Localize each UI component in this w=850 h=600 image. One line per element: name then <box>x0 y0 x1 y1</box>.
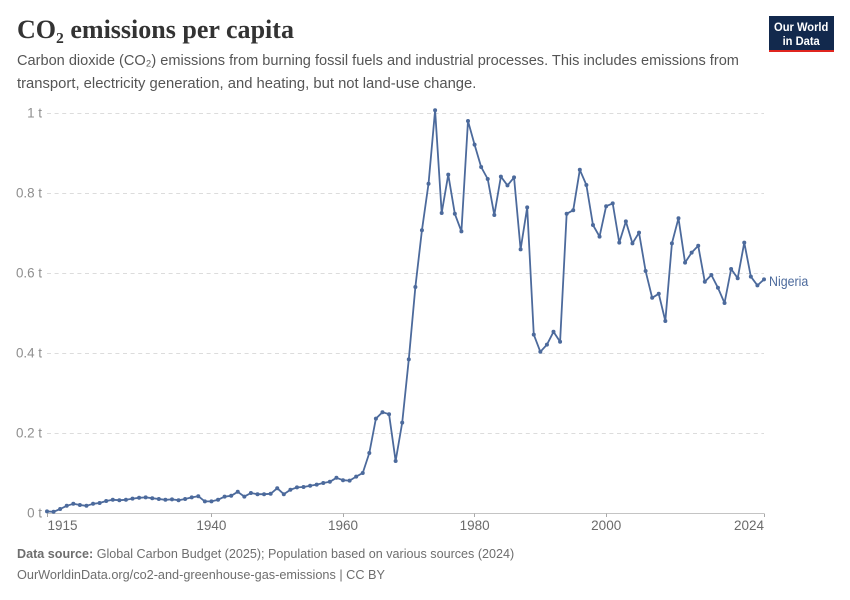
svg-text:1980: 1980 <box>460 518 490 533</box>
svg-text:1 t: 1 t <box>27 106 42 121</box>
svg-text:0.4 t: 0.4 t <box>16 346 42 361</box>
svg-text:0.6 t: 0.6 t <box>16 266 42 281</box>
svg-text:0.2 t: 0.2 t <box>16 426 42 441</box>
svg-text:2000: 2000 <box>591 518 621 533</box>
svg-text:0.8 t: 0.8 t <box>16 186 42 201</box>
svg-text:2024: 2024 <box>734 518 765 533</box>
svg-text:1915: 1915 <box>48 518 78 533</box>
svg-text:0 t: 0 t <box>27 506 42 521</box>
svg-text:1960: 1960 <box>328 518 358 533</box>
svg-text:1940: 1940 <box>196 518 226 533</box>
